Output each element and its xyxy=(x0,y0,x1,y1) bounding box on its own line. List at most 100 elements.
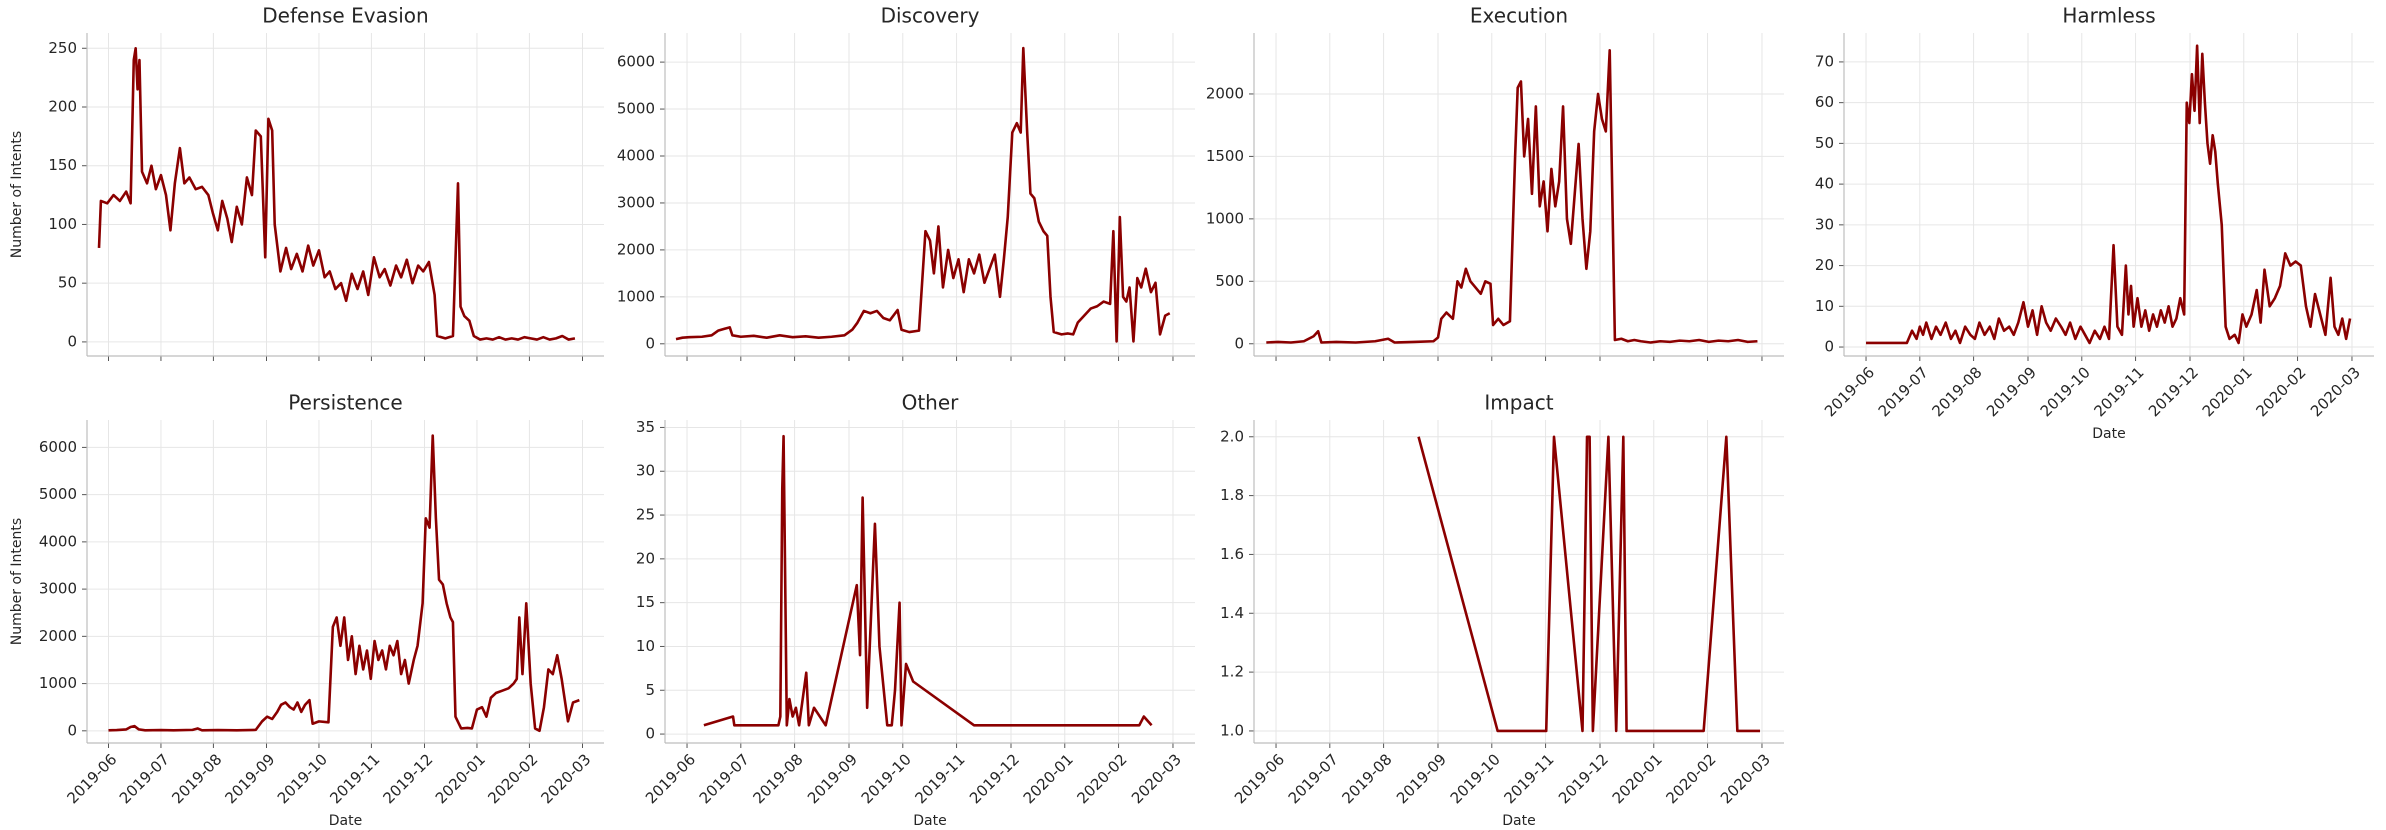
data-line xyxy=(108,434,580,733)
x-tick-label: 2020-02 xyxy=(1074,750,1131,807)
y-axis-label: Number of Intents xyxy=(9,131,25,258)
x-tick-label: 2019-06 xyxy=(1231,750,1288,807)
x-tick-label: 2019-08 xyxy=(1929,363,1986,420)
x-tick-label: 2019-06 xyxy=(1821,363,1878,420)
chart-title: Impact xyxy=(1484,391,1553,415)
x-tick-label: 2019-11 xyxy=(912,750,969,807)
data-line xyxy=(97,46,576,341)
x-tick-label: 2019-12 xyxy=(1555,750,1612,807)
y-tick-label: 1000 xyxy=(617,287,655,305)
x-tick-label: 2019-07 xyxy=(1875,363,1932,420)
x-tick-label: 2020-02 xyxy=(2253,363,2310,420)
y-tick-label: 1.6 xyxy=(1220,545,1244,563)
y-tick-label: 0 xyxy=(1234,334,1244,352)
x-tick-label: 2020-01 xyxy=(2199,363,2256,420)
y-tick-label: 50 xyxy=(58,274,77,292)
y-tick-label: 5000 xyxy=(39,485,77,503)
x-tick-label: 2019-07 xyxy=(1285,750,1342,807)
x-tick-label: 2019-11 xyxy=(1501,750,1558,807)
y-tick-label: 10 xyxy=(1815,297,1834,315)
y-tick-label: 1.8 xyxy=(1220,486,1244,504)
y-tick-label: 25 xyxy=(636,506,655,524)
y-tick-label: 0 xyxy=(67,332,77,350)
y-tick-label: 0 xyxy=(1824,338,1834,356)
x-tick-label: 2019-10 xyxy=(274,750,331,807)
y-tick-label: 70 xyxy=(1815,52,1834,70)
y-tick-label: 30 xyxy=(1815,215,1834,233)
x-tick-label: 2019-07 xyxy=(116,750,173,807)
y-tick-label: 5000 xyxy=(617,100,655,118)
data-line xyxy=(1266,48,1758,344)
x-tick-label: 2019-10 xyxy=(858,750,915,807)
x-tick-label: 2019-12 xyxy=(2145,363,2202,420)
y-tick-label: 1000 xyxy=(1206,209,1244,227)
y-tick-label: 3000 xyxy=(39,580,77,598)
y-tick-label: 0 xyxy=(645,725,655,743)
chart-title: Defense Evasion xyxy=(262,4,428,28)
y-tick-label: 2000 xyxy=(39,627,77,645)
x-tick-label: 2020-02 xyxy=(1663,750,1720,807)
x-tick-label: 2020-01 xyxy=(432,750,489,807)
x-tick-label: 2019-08 xyxy=(750,750,807,807)
y-tick-label: 4000 xyxy=(617,147,655,165)
x-axis-label: Date xyxy=(2092,426,2125,442)
x-tick-label: 2020-02 xyxy=(484,750,541,807)
x-tick-label: 2019-08 xyxy=(1339,750,1396,807)
y-tick-label: 6000 xyxy=(39,438,77,456)
y-tick-label: 500 xyxy=(1215,272,1244,290)
chart-title: Other xyxy=(902,391,960,415)
y-tick-label: 2000 xyxy=(617,240,655,258)
x-tick-label: 2019-06 xyxy=(642,750,699,807)
y-tick-label: 10 xyxy=(636,637,655,655)
x-tick-label: 2019-09 xyxy=(1393,750,1450,807)
y-tick-label: 0 xyxy=(645,334,655,352)
y-tick-label: 0 xyxy=(67,721,77,739)
x-tick-label: 2019-12 xyxy=(379,750,436,807)
y-tick-label: 35 xyxy=(636,418,655,436)
x-axis-label: Date xyxy=(1502,813,1535,829)
data-line xyxy=(675,46,1171,343)
y-tick-label: 1.4 xyxy=(1220,604,1244,622)
y-tick-label: 50 xyxy=(1815,134,1834,152)
x-tick-label: 2019-09 xyxy=(804,750,861,807)
y-tick-label: 250 xyxy=(48,39,77,57)
x-axis-label: Date xyxy=(913,813,946,829)
y-tick-label: 1500 xyxy=(1206,147,1244,165)
y-tick-label: 200 xyxy=(48,97,77,115)
y-tick-label: 5 xyxy=(645,681,655,699)
y-axis-label: Number of Intents xyxy=(9,518,25,645)
y-tick-label: 150 xyxy=(48,156,77,174)
chart-title: Harmless xyxy=(2062,4,2155,28)
chart-title: Discovery xyxy=(881,4,980,28)
x-tick-label: 2019-12 xyxy=(966,750,1023,807)
y-tick-label: 6000 xyxy=(617,53,655,71)
x-tick-label: 2019-11 xyxy=(326,750,383,807)
data-line xyxy=(703,434,1153,727)
y-tick-label: 15 xyxy=(636,593,655,611)
x-axis-label: Date xyxy=(329,813,362,829)
x-tick-label: 2020-01 xyxy=(1020,750,1077,807)
y-tick-label: 60 xyxy=(1815,93,1834,111)
x-tick-label: 2019-11 xyxy=(2091,363,2148,420)
x-tick-label: 2020-03 xyxy=(1128,750,1185,807)
x-tick-label: 2019-07 xyxy=(696,750,753,807)
x-tick-label: 2020-03 xyxy=(1717,750,1774,807)
y-tick-label: 1.0 xyxy=(1220,721,1244,739)
y-tick-label: 1.2 xyxy=(1220,663,1244,681)
x-tick-label: 2019-09 xyxy=(1983,363,2040,420)
y-tick-label: 30 xyxy=(636,462,655,480)
x-tick-label: 2019-08 xyxy=(168,750,225,807)
chart-title: Execution xyxy=(1470,4,1568,28)
x-tick-label: 2020-03 xyxy=(537,750,594,807)
y-tick-label: 100 xyxy=(48,215,77,233)
x-tick-label: 2019-10 xyxy=(1447,750,1504,807)
chart-title: Persistence xyxy=(288,391,402,415)
x-tick-label: 2019-06 xyxy=(63,750,120,807)
x-tick-label: 2020-03 xyxy=(2307,363,2364,420)
y-tick-label: 1000 xyxy=(39,674,77,692)
y-tick-label: 4000 xyxy=(39,532,77,550)
y-tick-label: 2000 xyxy=(1206,84,1244,102)
y-tick-label: 40 xyxy=(1815,175,1834,193)
